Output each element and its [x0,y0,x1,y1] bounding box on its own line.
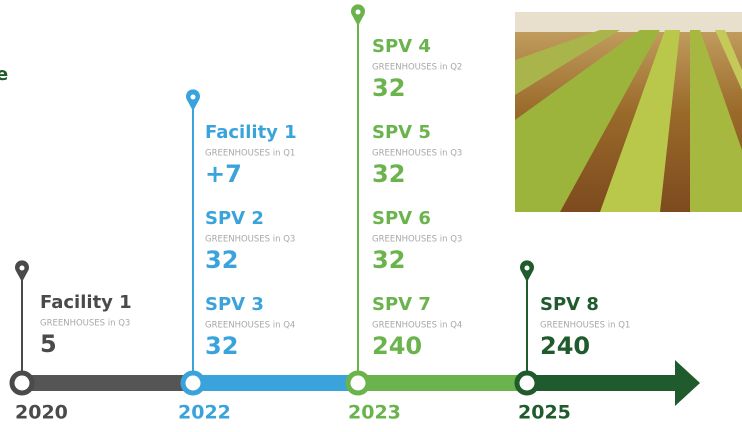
entry-count: +7 [205,160,242,188]
entry-note: GREENHOUSES in Q2 [372,63,462,73]
entry-name: SPV 8 [540,294,599,315]
marker [183,373,203,393]
entry-note: GREENHOUSES in Q1 [205,149,295,159]
year-label: 2020 [15,402,68,424]
pin [351,4,365,26]
entry-name: SPV 2 [205,208,264,229]
pin [520,260,534,282]
entry-name: Facility 1 [205,122,297,143]
entry-note: GREENHOUSES in Q4 [372,321,462,331]
entry-count: 240 [540,332,590,360]
entry-note: GREENHOUSES in Q3 [205,235,295,245]
pin-hole [20,266,25,271]
marker [517,373,537,393]
entry-count: 32 [205,332,238,360]
entry-name: Facility 1 [40,292,132,313]
entry-note: GREENHOUSES in Q3 [40,319,130,329]
year-label: 2022 [178,402,231,424]
entry-name: SPV 7 [372,294,431,315]
greenhouse-photo [515,12,742,212]
pin [15,260,29,282]
entry-note: GREENHOUSES in Q3 [372,235,462,245]
pin [186,89,200,111]
marker [12,373,32,393]
entry-name: SPV 3 [205,294,264,315]
entry-note: GREENHOUSES in Q4 [205,321,295,331]
entry-count: 32 [372,246,405,274]
entry-name: SPV 4 [372,36,431,57]
entry-note: GREENHOUSES in Q3 [372,149,462,159]
pin-hole [356,10,361,15]
year-label: 2023 [348,402,401,424]
pin-hole [191,95,196,100]
pin-hole [525,266,530,271]
entry-count: 32 [372,160,405,188]
entry-note: GREENHOUSES in Q1 [540,321,630,331]
entry-name: SPV 5 [372,122,431,143]
entry-count: 32 [205,246,238,274]
entry-count: 32 [372,74,405,102]
timeline-infographic: e 2020Facility 1GREENHOUSES in Q352022Fa… [0,0,742,432]
cut-off-text: e [0,64,8,85]
entry-count: 5 [40,330,57,358]
entry-count: 240 [372,332,422,360]
marker [348,373,368,393]
entry-name: SPV 6 [372,208,431,229]
year-label: 2025 [518,402,571,424]
